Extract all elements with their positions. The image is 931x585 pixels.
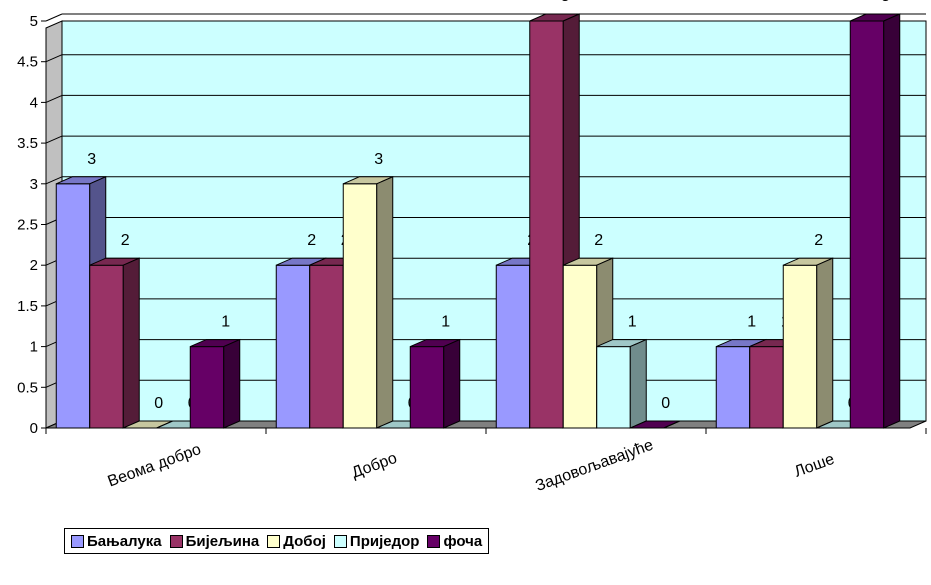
bar [275, 264, 311, 429]
data-label: 3 [374, 151, 383, 168]
bar [89, 264, 124, 429]
data-label: 5 [561, 0, 570, 5]
legend-label: Приједор [349, 532, 420, 550]
bar [529, 20, 564, 429]
data-label: 1 [441, 314, 450, 331]
x-tick-label: Добро [350, 450, 400, 482]
bar-side [443, 338, 461, 429]
bar [495, 264, 531, 429]
bar [562, 264, 598, 429]
bar-side [816, 257, 834, 429]
bar-side [122, 257, 140, 429]
chart-legend: Бањалука Бијељина Добој Приједор фоча [64, 528, 490, 554]
gridline-diagonal [45, 94, 63, 103]
bar [782, 264, 818, 429]
legend-item: Бијељина [169, 532, 260, 550]
y-tick-label: 4.5 [17, 54, 38, 71]
bar-side [663, 420, 680, 429]
data-label: 2 [594, 232, 603, 249]
legend-item: Добој [267, 533, 326, 550]
y-tick-label: 1 [30, 339, 38, 356]
bar [409, 346, 445, 429]
gridline-diagonal [45, 13, 63, 22]
data-label: 0 [154, 395, 163, 412]
data-label: 1 [747, 314, 756, 331]
legend-swatch [71, 534, 84, 548]
bar [596, 346, 631, 429]
bar [309, 264, 344, 429]
bar [715, 346, 751, 429]
gridline-diagonal [45, 54, 63, 63]
y-tick-label: 3.5 [17, 135, 38, 152]
y-tick-label: 3 [30, 176, 38, 193]
legend-item: Приједор [333, 532, 420, 550]
legend-swatch [333, 534, 347, 548]
legend-item: фоча [427, 533, 482, 550]
data-label: 1 [221, 314, 230, 331]
bar-side [223, 338, 241, 429]
legend-item: Бањалука [71, 533, 162, 550]
y-tick-label: 2 [30, 257, 38, 274]
y-tick-label: 1.5 [17, 298, 38, 315]
legend-swatch [169, 534, 183, 548]
legend-label: Добој [283, 532, 326, 550]
data-label: 2 [814, 232, 823, 249]
y-tick-label: 4 [30, 94, 38, 111]
y-tick-label: 0.5 [17, 379, 38, 396]
legend-label: фоча [443, 532, 483, 550]
y-tick-label: 2.5 [17, 217, 38, 234]
bar [749, 346, 784, 429]
bar [849, 20, 885, 429]
bar [189, 346, 225, 429]
bar [342, 183, 378, 429]
y-tick-label: 5 [30, 13, 38, 30]
legend-label: Бањалука [87, 532, 162, 550]
data-label: 5 [881, 0, 890, 5]
data-label: 2 [121, 232, 130, 249]
gridline-diagonal [45, 176, 63, 185]
x-tick-label: Задовољавајуће [533, 437, 655, 495]
data-label: 2 [307, 232, 316, 249]
data-label: 1 [628, 314, 637, 331]
x-tick-label: Лоше [792, 451, 837, 481]
bar-side [883, 13, 901, 429]
gridline-diagonal [45, 135, 63, 144]
bar [55, 183, 91, 429]
data-label: 0 [661, 395, 670, 412]
bar-side [376, 176, 394, 429]
bar-side [629, 338, 647, 429]
y-tick-label: 0 [30, 420, 38, 437]
data-label: 3 [87, 151, 96, 168]
legend-label: Бијељина [185, 532, 260, 550]
legend-swatch [267, 534, 281, 548]
x-tick-label: Веома добро [106, 441, 204, 491]
legend-swatch [427, 534, 441, 548]
